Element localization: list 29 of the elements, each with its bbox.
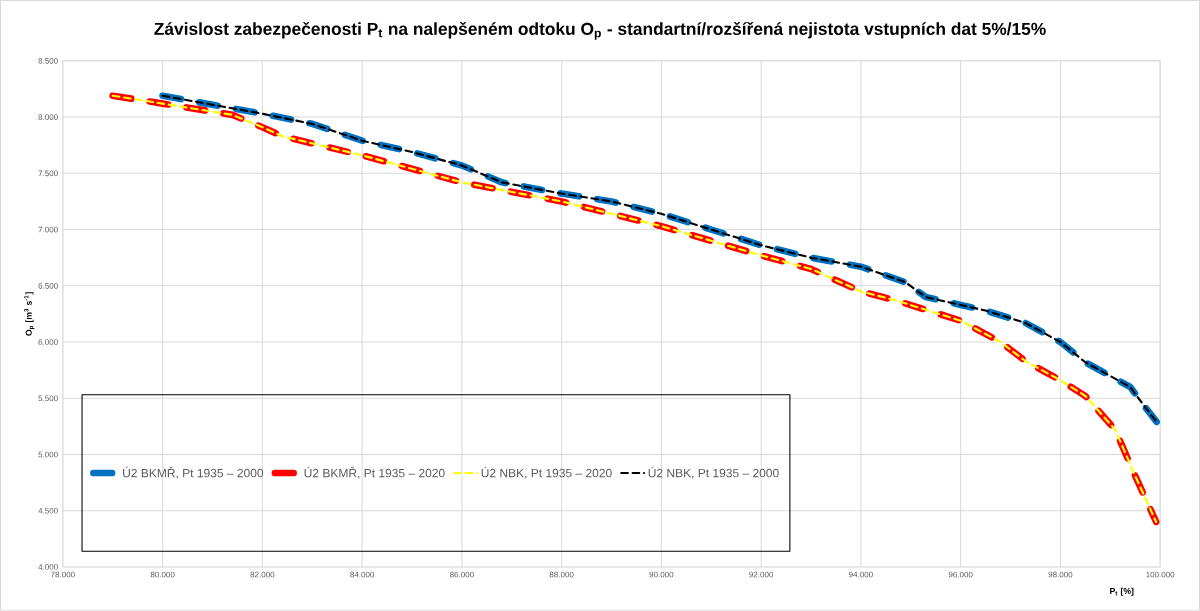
x-tick-label: 94.000 bbox=[849, 571, 873, 578]
x-tick-label: 96.000 bbox=[948, 571, 973, 578]
y-tick-label: 8.000 bbox=[38, 114, 58, 120]
x-tick-label: 80.000 bbox=[150, 571, 175, 578]
y-tick-label: 7.000 bbox=[38, 226, 58, 233]
x-axis-title: P$_{t}$ [%] bbox=[1110, 587, 1134, 596]
y-tick-label: 6.500 bbox=[38, 283, 58, 289]
y-tick-label: 5.500 bbox=[38, 395, 58, 402]
legend-label: Ú2 NBK, Pt 1935 – 2000 bbox=[648, 466, 779, 479]
chart-title: Závislost zabezpečenosti P$_{t}$ na nalepšeném odtoku O$_{p}$ - standartní/rozšířená nejistota vstupních dat 5%/15% bbox=[154, 21, 1046, 40]
x-tick-label: 100.000 bbox=[1146, 571, 1175, 578]
x-tick-label: 82.000 bbox=[250, 571, 275, 578]
y-tick-label: 4.000 bbox=[38, 564, 58, 570]
x-tick-label: 90.000 bbox=[649, 571, 674, 578]
y-axis-title: O$_{p}$ [m$^{3}$ s$^{-1}$] bbox=[24, 292, 35, 336]
y-tick-label: 8.500 bbox=[38, 58, 58, 64]
x-tick-label: 84.000 bbox=[350, 571, 375, 578]
x-tick-label: 78.000 bbox=[51, 571, 75, 578]
legend-label: Ú2 NBK, Pt 1935 – 2020 bbox=[481, 466, 612, 479]
x-tick-label: 88.000 bbox=[549, 571, 574, 578]
x-tick-label: 86.000 bbox=[449, 571, 474, 578]
y-tick-label: 6.000 bbox=[38, 339, 58, 345]
x-tick-label: 98.000 bbox=[1048, 571, 1073, 578]
legend-label: Ú2 BKMŘ, Pt 1935 – 2000 bbox=[123, 466, 264, 479]
legend-label: Ú2 BKMŘ, Pt 1935 – 2020 bbox=[304, 466, 445, 479]
y-tick-label: 7.500 bbox=[38, 170, 58, 177]
x-tick-label: 92.000 bbox=[749, 571, 774, 578]
y-tick-label: 5.000 bbox=[38, 451, 58, 458]
y-tick-label: 4.500 bbox=[38, 508, 58, 514]
